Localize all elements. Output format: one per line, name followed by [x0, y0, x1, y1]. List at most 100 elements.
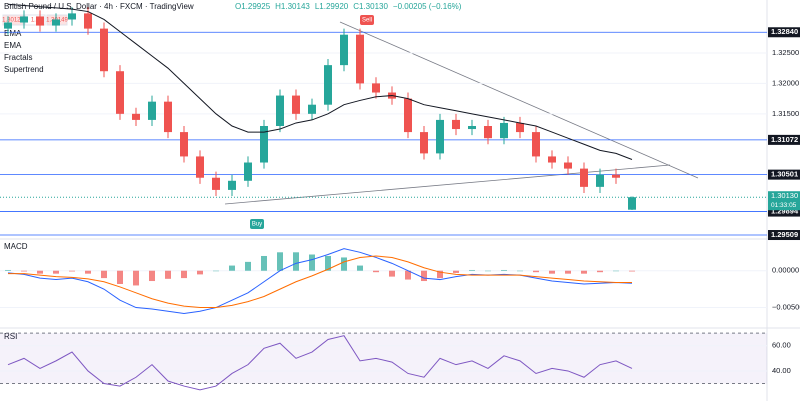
histogram-bar — [133, 270, 139, 286]
candle-body — [308, 104, 316, 114]
candle-body — [20, 16, 28, 23]
histogram-bar — [469, 269, 475, 271]
level-label-box — [768, 230, 800, 241]
trend-line — [339, 21, 699, 179]
histogram-bar — [245, 261, 251, 271]
histogram-bar — [101, 270, 107, 279]
candle-body — [612, 174, 620, 178]
indicator-name: Supertrend — [4, 65, 44, 74]
y-tick-label: 40.00 — [772, 366, 791, 375]
histogram-bar — [581, 270, 587, 274]
y-tick-label: −0.00500 — [772, 303, 800, 312]
histogram-bar — [21, 270, 27, 272]
candle-body — [500, 122, 508, 139]
candle-body — [372, 83, 380, 93]
histogram-bar — [213, 270, 219, 272]
level-label: 1.29894 — [771, 207, 799, 216]
candle-body — [484, 126, 492, 139]
histogram-bar — [389, 270, 395, 277]
indicator-list: EMA EMA Fractals Supertrend — [4, 29, 44, 74]
candle-body — [292, 95, 300, 114]
y-tick-label: 1.31500 — [772, 109, 799, 118]
indicator-line — [7, 248, 633, 314]
indicator-line — [7, 335, 633, 391]
candle-body — [356, 34, 364, 84]
macd-title: MACD — [4, 242, 28, 251]
candle-body — [420, 132, 428, 154]
level-label-box — [768, 206, 800, 217]
histogram-bar — [117, 270, 123, 284]
histogram-bar — [69, 270, 75, 272]
header-stat: L1.29920 — [315, 2, 349, 11]
candle-body — [228, 180, 236, 190]
last-price-box — [768, 191, 800, 211]
level-label-box — [768, 134, 800, 145]
histogram-bar — [325, 255, 331, 271]
candle-body — [180, 132, 188, 157]
candle-body — [84, 13, 92, 29]
candle-body — [324, 65, 332, 105]
candle-body — [36, 16, 44, 26]
indicator-line — [7, 3, 633, 160]
y-tick-label: 1.32000 — [772, 78, 799, 87]
histogram-bar — [165, 270, 171, 279]
candle-body — [452, 119, 460, 130]
candle-body — [516, 122, 524, 133]
rsi-title: RSI — [4, 332, 17, 341]
histogram-bar — [357, 265, 363, 271]
histogram-bar — [149, 270, 155, 282]
indicator-name: Fractals — [4, 53, 32, 62]
last-price-label: 1.30130 — [771, 191, 798, 200]
histogram-bar — [437, 270, 443, 279]
y-tick-label: 0.00000 — [772, 266, 799, 275]
candle-body — [196, 156, 204, 178]
header-stat: −0.00205 (−0.16%) — [393, 2, 462, 11]
candle-body — [276, 95, 284, 126]
histogram-bar — [197, 270, 203, 275]
candle-body — [148, 101, 156, 120]
histogram-bar — [453, 270, 459, 273]
histogram-bar — [597, 270, 603, 273]
level-label: 1.29509 — [771, 230, 798, 239]
histogram-bar — [629, 270, 635, 272]
indicator-line — [8, 255, 632, 309]
candle-body — [436, 119, 444, 154]
candle-body — [164, 101, 172, 133]
candle-body — [548, 156, 556, 163]
level-label: 1.30501 — [771, 170, 798, 179]
histogram-bar — [517, 270, 523, 272]
candle-body — [100, 28, 108, 72]
header-stat: H1.30143 — [275, 2, 310, 11]
histogram-bar — [229, 265, 235, 271]
level-label-box — [768, 27, 800, 38]
level-label-box — [768, 169, 800, 180]
candle-body — [244, 162, 252, 181]
histogram-bar — [277, 252, 283, 271]
histogram-bar — [37, 270, 43, 274]
buy-label: Buy — [252, 222, 262, 228]
sell-signal — [360, 15, 374, 25]
candle-body — [132, 113, 140, 120]
level-label: 1.32840 — [771, 27, 798, 36]
histogram-bar — [293, 252, 299, 271]
indicator-name: EMA — [4, 29, 22, 38]
header-stats: O1.29925 H1.30143 L1.29920 C1.30130 −0.00205… — [235, 2, 462, 11]
legend-value: 1.30129 — [2, 18, 24, 24]
candle-body — [596, 174, 604, 187]
bar-timer: 01:33:05 — [771, 202, 797, 209]
candle-body — [212, 177, 220, 190]
histogram-bar — [85, 270, 91, 274]
histogram-bar — [373, 270, 379, 273]
histogram-bar — [421, 270, 427, 282]
histogram-bar — [613, 270, 619, 272]
buy-signal — [250, 219, 264, 229]
histogram-bar — [53, 270, 59, 274]
histogram-bar — [533, 270, 539, 273]
candle-body — [580, 168, 588, 187]
histogram-bar — [549, 270, 555, 274]
histogram-bar — [261, 255, 267, 271]
histogram-bar — [309, 254, 315, 271]
histogram-bar — [5, 269, 11, 271]
candle-body — [564, 162, 572, 169]
